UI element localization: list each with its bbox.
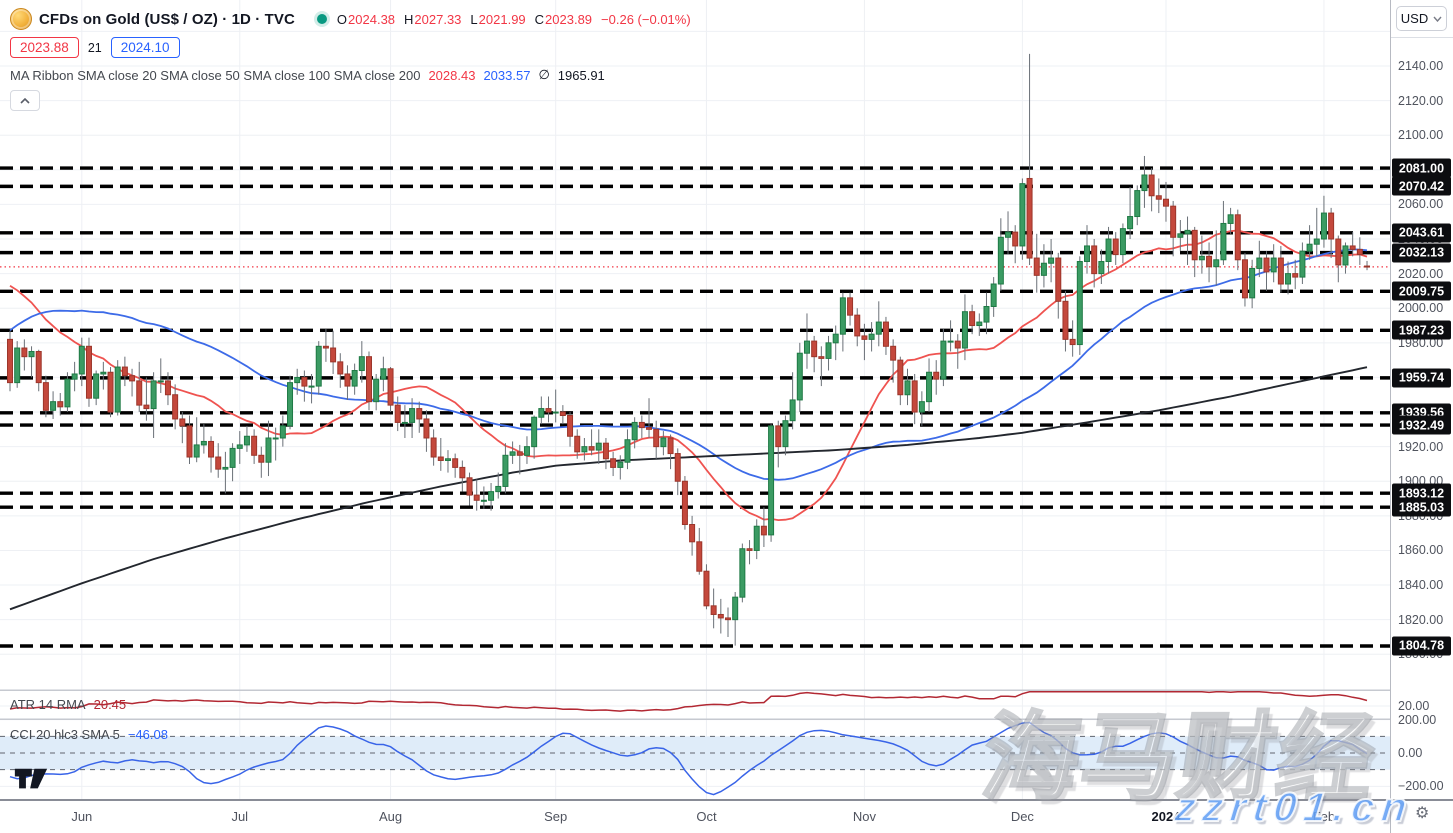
price-level-badge: 2009.75 (1392, 281, 1451, 301)
sma200-value: 1965.91 (557, 67, 605, 83)
cci-tick-label: 200.00 (1398, 712, 1437, 727)
sma200-line (9, 366, 1368, 611)
price-level-badge: 1932.49 (1392, 415, 1451, 435)
bar-countdown: 21 (87, 40, 102, 55)
price-tick-label: 2140.00 (1398, 59, 1444, 73)
open-value: 2024.38 (348, 11, 396, 27)
price-level-badge: 1804.78 (1392, 636, 1451, 656)
price-level-badge: 2043.61 (1392, 223, 1451, 243)
pane-separator-atr-cci[interactable] (0, 719, 1453, 720)
price-tick-label: 1920.00 (1398, 439, 1444, 454)
time-axis-label: Jun (71, 809, 93, 824)
price-axis[interactable]: USD 2140.002120.002100.002080.002060.002… (1390, 0, 1453, 833)
sma100-value: ∅ (538, 67, 550, 82)
chevron-up-icon (20, 97, 30, 104)
price-tick-label: 1820.00 (1398, 612, 1444, 627)
ma-ribbon-legend[interactable]: MA Ribbon SMA close 20 SMA close 50 SMA … (10, 67, 691, 83)
sma20-line (9, 229, 1368, 522)
close-value: 2023.89 (545, 11, 593, 27)
time-axis-label: 2024 (1151, 809, 1181, 824)
candlestick-chart-canvas[interactable] (0, 0, 1390, 800)
cci-tick-label: 0.00 (1398, 746, 1423, 760)
sma50-value: 2033.57 (483, 67, 531, 83)
time-axis-label: Sep (544, 809, 568, 824)
atr-tick-label: 20.00 (1398, 699, 1430, 713)
change-value: −0.26 (−0.01%) (601, 11, 691, 27)
price-tick-label: 1840.00 (1398, 578, 1444, 593)
tradingview-logo[interactable] (14, 767, 48, 796)
tradingview-logo-icon (14, 768, 48, 789)
open-label: O (336, 11, 348, 27)
low-label: L (470, 11, 478, 27)
price-level-badge: 1885.03 (1392, 497, 1451, 517)
price-tick-label: 2020.00 (1398, 266, 1444, 281)
time-axis-label: Jul (231, 809, 249, 824)
candles (7, 53, 1371, 646)
atr-line (9, 691, 1368, 712)
time-axis-border (0, 799, 1453, 801)
sma50-line (9, 248, 1368, 481)
cci-label: CCI 20 hlc3 SMA 5 (10, 727, 120, 742)
atr-value: 20.45 (93, 697, 127, 712)
cci-line (9, 721, 1368, 796)
legend-collapse-button[interactable] (10, 90, 40, 111)
price-tick-label: 2120.00 (1398, 93, 1444, 108)
time-axis-label: Nov (852, 809, 876, 824)
gear-icon[interactable]: ⚙ (1415, 805, 1430, 822)
pane-separator-main-atr[interactable] (0, 690, 1453, 691)
axis-separator (1391, 37, 1453, 38)
high-label: H (404, 11, 414, 27)
bid-price-button[interactable]: 2023.88 (10, 37, 79, 58)
cci-pane (9, 721, 1368, 796)
time-axis-label: Feb (1312, 809, 1336, 824)
legend: CFDs on Gold (US$ / OZ) · 1D · TVC O 2024… (10, 6, 691, 111)
symbol-title[interactable]: CFDs on Gold (US$ / OZ) · 1D · TVC (39, 10, 295, 28)
high-value: 2027.33 (414, 11, 462, 27)
ma-ribbon-label: MA Ribbon SMA close 20 SMA close 50 SMA … (10, 67, 421, 83)
atr-label: ATR 14 RMA (10, 697, 86, 712)
atr-legend[interactable]: ATR 14 RMA 20.45 (10, 697, 126, 712)
price-level-badge: 1987.23 (1392, 320, 1451, 340)
gold-coin-icon (10, 8, 32, 30)
time-axis-label: Dec (1010, 809, 1034, 824)
price-level-badge: 2032.13 (1392, 243, 1451, 263)
price-level-badge: 2081.00 (1392, 158, 1451, 178)
cci-tick-label: −200.00 (1398, 779, 1444, 794)
cci-legend[interactable]: CCI 20 hlc3 SMA 5 −46.08 (10, 727, 168, 742)
low-value: 2021.99 (478, 11, 526, 27)
cci-value: −46.08 (127, 727, 168, 742)
price-level-badge: 1959.74 (1392, 368, 1451, 388)
gridlines (0, 0, 1390, 800)
chevron-down-icon (1433, 16, 1442, 22)
main-pane (0, 166, 1390, 648)
price-tick-label: 2100.00 (1398, 128, 1444, 143)
sma20-value: 2028.43 (428, 67, 476, 83)
time-axis-label: Oct (696, 809, 717, 824)
time-axis-label: Aug (378, 809, 403, 824)
atr-pane (9, 691, 1368, 712)
time-axis[interactable]: Jun Jul Aug Sep Oct Nov Dec 2024 Feb (0, 800, 1390, 833)
ohlc-values: O 2024.38 H 2027.33 L 2021.99 C 2023.89 −0.2… (337, 12, 691, 27)
market-status-icon[interactable] (316, 14, 327, 24)
currency-dropdown[interactable]: USD (1396, 6, 1447, 31)
price-tick-label: 1860.00 (1398, 543, 1444, 558)
price-tick-label: 2000.00 (1398, 301, 1444, 316)
ask-price-button[interactable]: 2024.10 (110, 37, 180, 58)
price-tick-label: 2060.00 (1398, 197, 1444, 212)
close-label: C (534, 11, 545, 27)
currency-label: USD (1400, 11, 1429, 26)
price-level-badge: 2070.42 (1392, 176, 1451, 196)
